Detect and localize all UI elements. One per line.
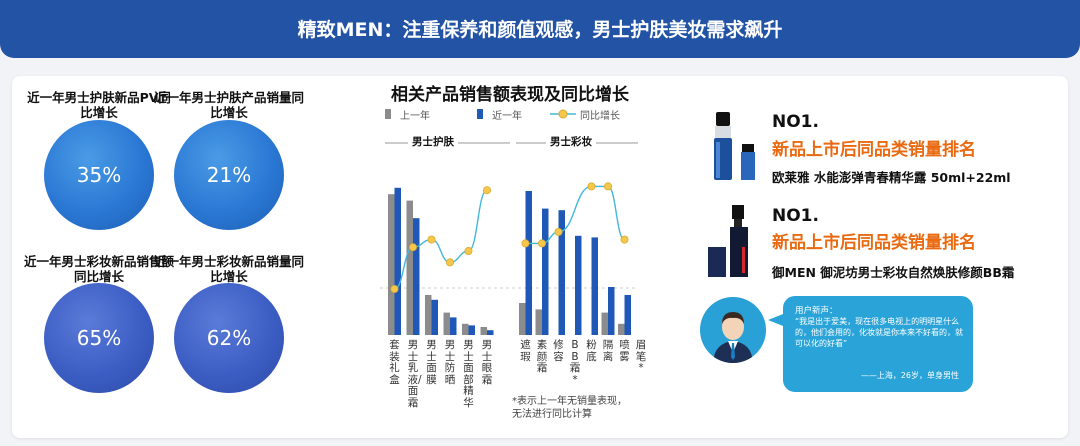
kpi-circle-makeup-revenue: 65% [44,283,154,393]
bar-prev-11 [601,312,608,335]
bar-prev-7 [535,309,542,335]
bar-curr-9 [575,235,582,335]
bar-curr-3 [450,317,457,335]
legend-swatch-prev [385,109,391,119]
x-tick-label-10: 粉底 [586,339,597,363]
product-2-rank: NO1. [772,206,819,226]
x-tick-label-13: 眉笔* [635,339,647,374]
product-1-subtitle: 新品上市后同品类销量排名 [772,140,976,160]
group-label-makeup: 男士彩妆 [546,134,596,149]
kpi-label-skincare-sales: 近一年男士护肤产品销量同比增长 [154,90,305,120]
x-tick-label-3: 男士防晒 [444,339,456,386]
kpi-circle-makeup-sales: 62% [174,283,284,393]
bar-curr-7 [542,208,549,335]
bar-prev-4 [462,323,469,335]
bar-prev-5 [480,327,487,335]
bar-prev-3 [443,312,450,335]
legend-label-growth: 同比增长 [580,111,620,122]
bar-prev-0 [388,194,395,335]
x-tick-label-6: 遮瑕 [520,339,531,363]
growth-point-6 [521,239,530,248]
product-2-subtitle: 新品上市后同品类销量排名 [772,233,976,253]
chart-footnote: *表示上一年无销量表现， 无法进行同比计算 [512,395,627,421]
bar-prev-12 [618,323,625,335]
bar-curr-10 [591,237,598,335]
x-tick-label-8: 修容 [553,339,564,363]
legend-swatch-growth-dot [558,109,568,119]
chart-legend [385,109,576,119]
bar-curr-1 [413,218,420,335]
product-1-name: 欧莱雅 水能澎弹青春精华露 50ml+22ml [772,170,1011,185]
footnote-line-2: 无法进行同比计算 [512,409,592,420]
legend-label-curr: 近一年 [492,111,522,122]
page-title: 精致MEN：注重保养和颜值观感，男士护肤美妆需求飙升 [297,19,783,41]
growth-line-makeup [525,185,625,245]
kpi-label-makeup-revenue: 近一年男士彩妆新品销售额同比增长 [24,254,175,284]
growth-point-2 [427,235,436,244]
bar-curr-8 [558,210,565,335]
x-tick-label-5: 男士眼霜 [481,339,493,386]
kpi-label-skincare-pv: 近一年男士护肤新品PV同比增长 [27,90,171,120]
x-tick-label-12: 喷雾 [619,339,630,363]
growth-point-7 [537,239,546,248]
bar-curr-4 [468,325,475,335]
x-tick-label-11: 隔离 [602,339,614,363]
quote-heading: 用户新声： [795,306,838,316]
growth-point-11 [603,182,612,191]
bar-curr-0 [394,187,401,335]
user-avatar [700,297,766,363]
growth-point-5 [483,186,492,195]
growth-point-3 [446,258,455,267]
bar-prev-6 [519,303,526,335]
legend-swatch-curr [477,109,483,119]
legend-label-prev: 上一年 [400,111,430,122]
chart-title: 相关产品销售额表现及同比增长 [391,85,629,105]
footnote-line-1: *表示上一年无销量表现， [512,396,627,407]
bar-curr-11 [608,287,615,335]
user-quote-bubble: 用户新声： “我是出于爱美，现在很多电视上的明明星什么的，他们会用的，化妆就是你… [783,296,973,392]
group-label-skincare: 男士护肤 [408,134,458,149]
kpi-circle-skincare-pv: 35% [44,120,154,230]
bar-curr-12 [624,295,631,335]
kpi-circle-skincare-sales: 21% [174,120,284,230]
kpi-label-makeup-sales: 近一年男士彩妆新品销量同比增长 [154,254,305,284]
growth-point-4 [464,247,473,256]
serum-bottle-icon [714,112,755,180]
growth-point-10 [587,182,596,191]
growth-point-8 [554,228,563,237]
bar-prev-1 [406,200,413,335]
x-tick-label-2: 男士面膜 [426,339,437,386]
bar-curr-5 [487,330,494,335]
bar-prev-2 [425,295,432,335]
header-banner [0,0,1080,58]
x-tick-label-4: 男士面部精华 [463,339,474,409]
growth-point-12 [620,235,629,244]
x-tick-label-1: 男士乳液/面霜 [407,339,422,409]
x-tick-label-9: BB霜* [569,339,581,386]
bb-cream-bottle-icon [708,205,748,277]
x-tick-label-7: 素颜霜 [536,339,548,374]
growth-point-0 [390,284,399,293]
quote-text: “我是出于爱美，现在很多电视上的明明星什么的，他们会用的，化妆就是你本来不好看的… [795,317,963,348]
product-1-rank: NO1. [772,112,819,132]
product-2-name: 御MEN 御泥坊男士彩妆自然焕肤修颜BB霜 [772,265,1015,280]
bar-curr-6 [525,191,532,335]
growth-point-1 [408,243,417,252]
bar-curr-2 [431,299,438,335]
quote-signature: ——上海，26岁，单身男性 [860,371,959,380]
bar-line-chart [380,142,638,335]
x-tick-label-0: 套装礼盒 [389,339,400,386]
